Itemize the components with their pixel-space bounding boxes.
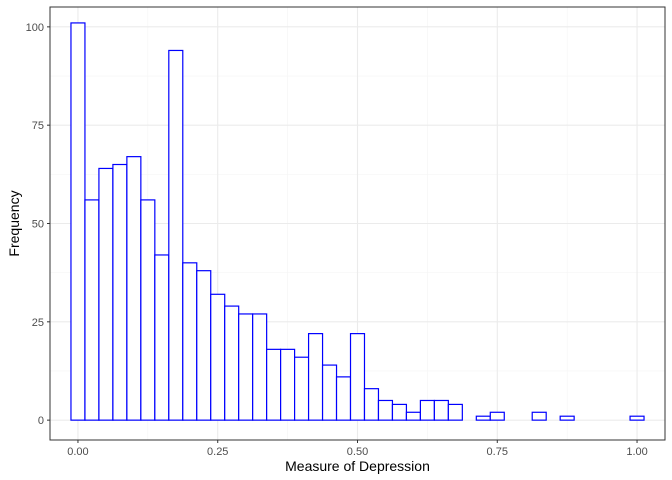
histogram-bar <box>210 293 226 421</box>
histogram-bar <box>629 415 645 421</box>
y-tick-label: 50 <box>32 219 44 231</box>
histogram-bar <box>126 156 142 421</box>
x-axis-ticks: 0.00 0.25 0.50 0.75 1.00 <box>67 440 648 458</box>
histogram-bar <box>112 163 128 421</box>
histogram-bar <box>377 399 394 421</box>
histogram-bar <box>84 199 100 421</box>
histogram-bar <box>266 348 282 421</box>
histogram-bar <box>475 415 491 421</box>
x-tick-label: 0.50 <box>347 446 368 458</box>
histogram-bar <box>363 388 380 421</box>
x-tick-label: 0.75 <box>487 446 508 458</box>
histogram-bar <box>294 356 310 421</box>
histogram-bars <box>70 22 645 421</box>
histogram-bar <box>489 411 505 421</box>
histogram-bar <box>98 167 114 421</box>
y-tick-label: 0 <box>38 415 44 427</box>
y-axis-ticks: 0 25 50 75 100 <box>26 22 50 427</box>
histogram-bar <box>559 415 575 421</box>
y-tick-label: 25 <box>32 317 44 329</box>
y-tick-label: 100 <box>26 22 44 34</box>
histogram-bar <box>349 333 366 421</box>
histogram-bar <box>70 22 86 421</box>
histogram-bar <box>196 270 212 421</box>
y-tick-label: 75 <box>32 120 44 132</box>
x-tick-label: 0.00 <box>67 446 88 458</box>
histogram-bar <box>321 364 338 421</box>
histogram-bar <box>238 313 254 421</box>
histogram-bar <box>168 49 184 421</box>
x-tick-label: 0.25 <box>207 446 228 458</box>
histogram-bar <box>447 403 463 421</box>
x-tick-label: 1.00 <box>626 446 647 458</box>
histogram-bar <box>307 333 324 421</box>
histogram-bar <box>182 262 198 421</box>
histogram-bar <box>140 199 156 421</box>
x-axis-title: Measure of Depression <box>285 458 430 474</box>
histogram-bar <box>433 399 449 421</box>
histogram-bar <box>419 399 435 421</box>
histogram-bar <box>405 411 421 421</box>
histogram-bar <box>252 313 268 421</box>
histogram-bar <box>391 403 408 421</box>
histogram-bar <box>531 411 547 421</box>
histogram-bar <box>154 254 170 421</box>
histogram-bar <box>280 348 296 421</box>
histogram-bar <box>335 376 352 421</box>
y-axis-title: Frequency <box>6 190 22 256</box>
histogram-bar <box>224 305 240 421</box>
